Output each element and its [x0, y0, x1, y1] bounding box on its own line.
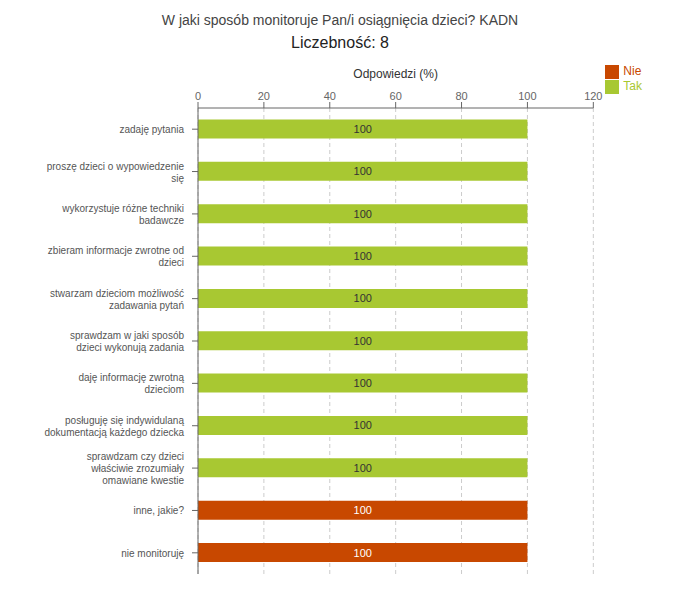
svg-text:20: 20	[258, 90, 270, 102]
svg-text:100: 100	[354, 335, 372, 347]
svg-text:sprawdzam w jaki sposóbdzieci: sprawdzam w jaki sposóbdzieci wykonują z…	[70, 330, 184, 353]
svg-text:100: 100	[354, 250, 372, 262]
svg-text:100: 100	[354, 292, 372, 304]
svg-text:100: 100	[354, 208, 372, 220]
svg-text:100: 100	[354, 165, 372, 177]
svg-text:stwarzam dzieciom możliwośćzad: stwarzam dzieciom możliwośćzadawania pyt…	[50, 287, 184, 310]
svg-text:sprawdzam czy dzieciwłaściwie: sprawdzam czy dzieciwłaściwie zrozumiały…	[87, 451, 185, 486]
html-text:Nie: Nie	[623, 64, 642, 78]
svg-text:100: 100	[354, 123, 372, 135]
html-text:W jaki sposób monitoruje Pan/i: W jaki sposób monitoruje Pan/i osiągnięc…	[161, 12, 519, 28]
svg-text:100: 100	[354, 504, 372, 516]
svg-text:zadaję pytania: zadaję pytania	[120, 124, 185, 135]
svg-text:daję informację zwrotnądziecio: daję informację zwrotnądzieciom	[78, 372, 184, 395]
svg-text:nie monitoruję: nie monitoruję	[121, 547, 184, 558]
html-text:Tak: Tak	[623, 78, 642, 93]
svg-text:60: 60	[390, 90, 402, 102]
svg-text:100: 100	[354, 377, 372, 389]
svg-text:100: 100	[354, 419, 372, 431]
svg-text:wykorzystuje różne technikibad: wykorzystuje różne technikibadawcze	[61, 202, 184, 225]
svg-text:proszę dzieci o wypowiedzenies: proszę dzieci o wypowiedzeniesię	[47, 160, 185, 183]
svg-text:80: 80	[455, 90, 467, 102]
svg-text:40: 40	[324, 90, 336, 102]
svg-text:posługuję się indywidulanądoku: posługuję się indywidulanądokumentacją k…	[44, 414, 184, 437]
svg-text:100: 100	[354, 547, 372, 559]
svg-text:zbieram informacje zwrotne odd: zbieram informacje zwrotne oddzieci	[48, 245, 184, 268]
svg-text:120: 120	[584, 90, 602, 102]
svg-text:inne, jakie?: inne, jakie?	[133, 505, 184, 516]
svg-text:100: 100	[518, 90, 536, 102]
svg-text:0: 0	[195, 90, 201, 102]
svg-text:100: 100	[354, 462, 372, 474]
svg-text:Odpowiedzi (%): Odpowiedzi (%)	[353, 67, 438, 81]
html-text:Liczebność: 8: Liczebność: 8	[291, 34, 389, 51]
